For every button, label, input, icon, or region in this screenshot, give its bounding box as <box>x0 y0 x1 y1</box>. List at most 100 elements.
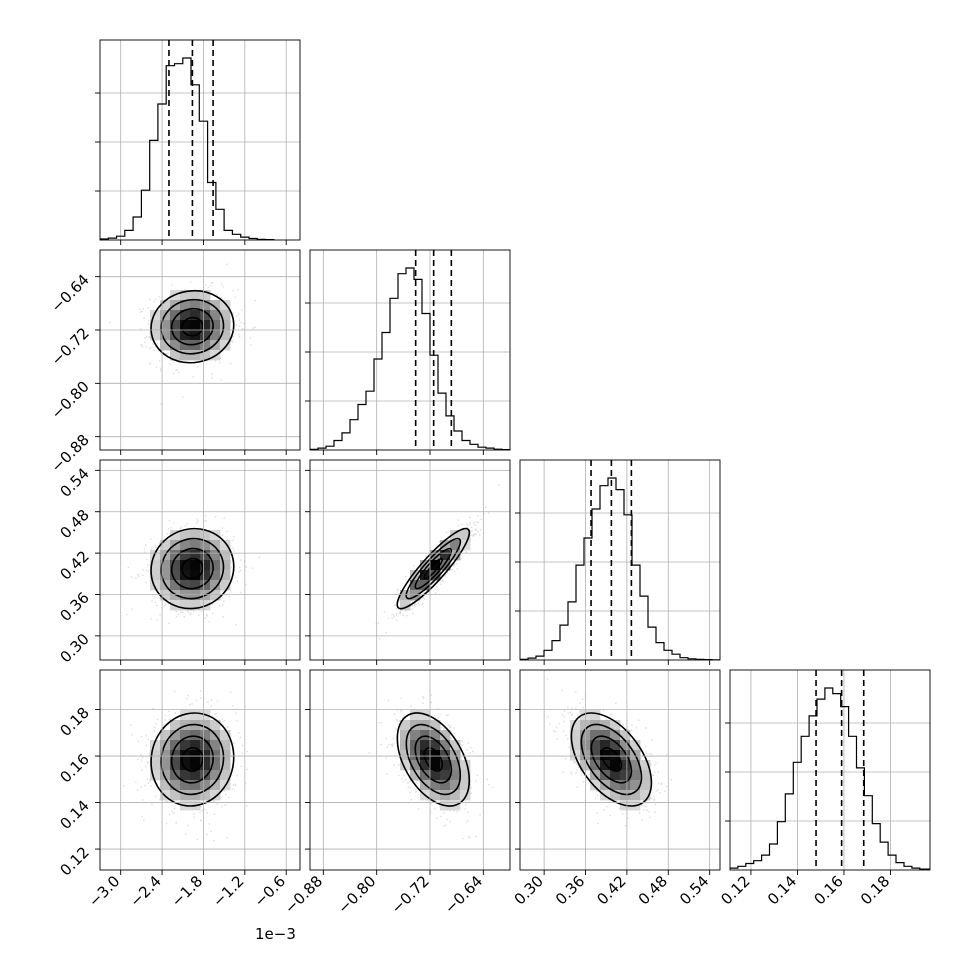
density-cell <box>200 300 211 311</box>
panel-frame <box>99 669 301 871</box>
density-cell <box>200 330 211 341</box>
y-tick-label: −0.88 <box>48 431 93 476</box>
density-cell <box>150 560 161 571</box>
density-cell <box>210 740 221 751</box>
density-cell <box>190 770 201 781</box>
contour-line <box>590 735 633 784</box>
density-cell <box>440 560 451 571</box>
density-cell <box>590 710 601 721</box>
density-cell <box>440 550 451 561</box>
density-cell <box>190 780 201 791</box>
density-cell <box>150 770 161 781</box>
density-cell <box>200 720 211 731</box>
density-cell <box>620 740 631 751</box>
panel-frame <box>309 459 511 661</box>
density-cell <box>180 330 191 341</box>
density-cell <box>210 310 221 321</box>
density-cell <box>210 750 221 761</box>
contour-line <box>600 747 623 772</box>
density-cell <box>630 790 641 801</box>
x-tick-label: 0.30 <box>511 872 547 908</box>
density-cell <box>430 720 441 731</box>
density-cell <box>410 730 421 741</box>
density-cell <box>420 770 431 781</box>
density-cell <box>160 560 171 571</box>
density-cell <box>190 730 201 741</box>
density-cell <box>190 550 201 561</box>
density-cell <box>180 540 191 551</box>
density-cell <box>180 320 191 331</box>
density-cell <box>180 730 191 741</box>
contour-line <box>150 527 235 610</box>
density-cell <box>190 290 201 301</box>
y-tick-label: −0.64 <box>48 271 93 316</box>
density-cell <box>590 740 601 751</box>
density-cell <box>460 530 471 541</box>
density-cell <box>220 750 231 761</box>
density-cell <box>400 720 411 731</box>
density-cell <box>620 730 631 741</box>
density-cell <box>610 760 621 771</box>
x-tick-label: 0.36 <box>552 872 588 908</box>
density-cell <box>570 730 581 741</box>
y-tick-label: 0.30 <box>56 630 92 666</box>
density-cell <box>150 740 161 751</box>
density-cell <box>200 730 211 741</box>
density-cell <box>590 760 601 771</box>
density-cell <box>200 350 211 361</box>
contour-line <box>405 537 462 600</box>
density-cell <box>450 770 461 781</box>
density-cell <box>170 530 181 541</box>
x-tick-label: −0.80 <box>334 872 379 917</box>
density-cell <box>190 710 201 721</box>
density-cell <box>460 770 471 781</box>
density-panel-4-1 <box>123 690 248 842</box>
density-cell <box>220 320 231 331</box>
density-cell <box>200 320 211 331</box>
density-cell <box>160 760 171 771</box>
density-cell <box>220 550 231 561</box>
density-cell <box>180 550 191 561</box>
density-cell <box>170 350 181 361</box>
density-cell <box>180 760 191 771</box>
histogram-3 <box>520 477 720 660</box>
density-cell <box>200 340 211 351</box>
density-cell <box>630 770 641 781</box>
density-cell <box>420 740 431 751</box>
density-fill-layer <box>108 263 673 842</box>
density-cell <box>430 760 441 771</box>
density-cell <box>150 330 161 341</box>
density-cell <box>210 320 221 331</box>
density-cell <box>200 290 211 301</box>
x-tick-label: 0.42 <box>593 872 629 908</box>
density-cell <box>220 340 231 351</box>
density-cell <box>640 790 651 801</box>
density-cell <box>430 550 441 561</box>
density-cell <box>190 540 201 551</box>
x-offset-label: 1e−3 <box>255 925 296 943</box>
contour-line <box>160 298 225 355</box>
density-cell <box>200 750 211 761</box>
density-cell <box>630 780 641 791</box>
density-cell <box>610 730 621 741</box>
density-cell <box>400 600 411 611</box>
density-cell <box>220 300 231 311</box>
density-cell <box>440 780 451 791</box>
density-cell <box>460 790 471 801</box>
density-cell <box>640 770 651 781</box>
x-tick-label: 0.18 <box>857 872 893 908</box>
panel-frame <box>99 459 301 661</box>
contour-line <box>405 723 462 796</box>
density-cell <box>200 760 211 771</box>
density-cell <box>190 310 201 321</box>
grid-layer <box>100 40 930 870</box>
density-cell <box>400 740 411 751</box>
density-cell <box>210 790 221 801</box>
density-cell <box>190 600 201 611</box>
density-panel-4-2 <box>368 694 494 840</box>
x-tick-label: −0.64 <box>441 872 486 917</box>
density-cell <box>600 750 611 761</box>
density-cell <box>180 790 191 801</box>
density-cell <box>430 790 441 801</box>
panel-frame <box>519 459 721 661</box>
